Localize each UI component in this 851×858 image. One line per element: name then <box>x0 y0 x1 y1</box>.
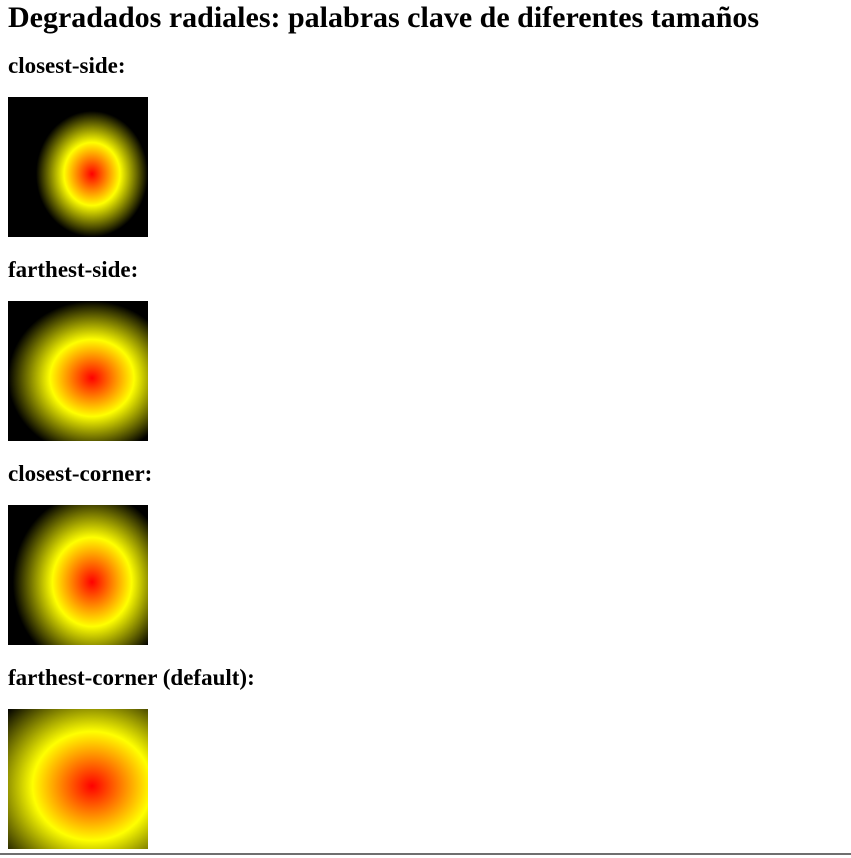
farthest-corner-gradient-swatch <box>8 709 148 849</box>
example-farthest-side: farthest-side: <box>8 256 843 441</box>
closest-corner-gradient-swatch <box>8 505 148 645</box>
farthest-side-gradient-swatch <box>8 301 148 441</box>
bottom-divider <box>0 853 851 855</box>
farthest-corner-label: farthest-corner (default): <box>8 665 255 690</box>
farthest-side-label: farthest-side: <box>8 257 139 282</box>
example-closest-side: closest-side: <box>8 52 843 237</box>
example-farthest-corner: farthest-corner (default): <box>8 664 843 849</box>
example-closest-corner: closest-corner: <box>8 460 843 645</box>
closest-corner-label: closest-corner: <box>8 461 153 486</box>
closest-side-label: closest-side: <box>8 53 126 78</box>
page-title: Degradados radiales: palabras clave de d… <box>8 1 760 34</box>
closest-side-gradient-swatch <box>8 97 148 237</box>
